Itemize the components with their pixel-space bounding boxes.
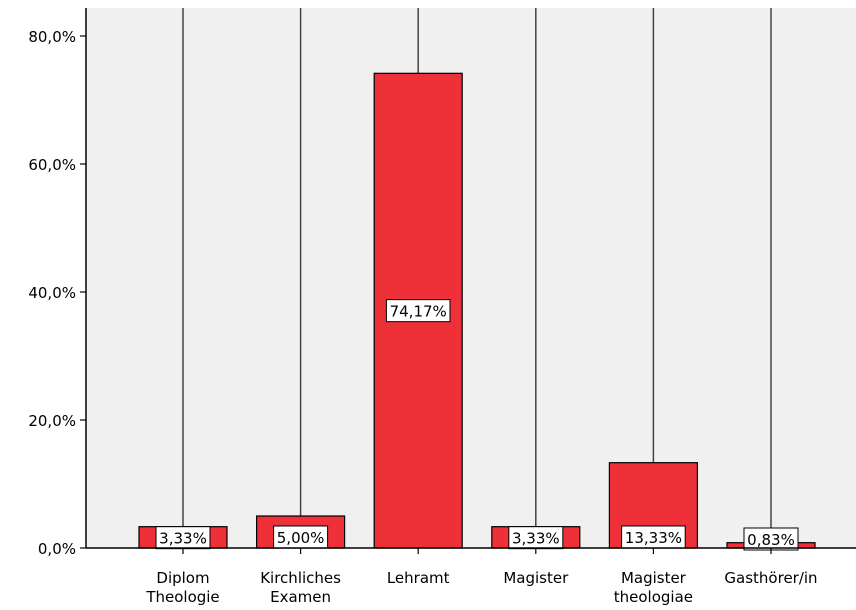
y-tick-label: 60,0% [28, 156, 76, 174]
x-tick-label: Lehramt [387, 569, 450, 587]
y-tick-label: 40,0% [28, 284, 76, 302]
data-label: 0,83% [747, 531, 795, 549]
x-tick-label: Kirchliches [260, 569, 341, 587]
y-tick-label: 0,0% [38, 540, 76, 558]
x-tick-label: Examen [270, 588, 331, 606]
x-tick-label: Magister [621, 569, 687, 587]
data-label: 3,33% [512, 530, 560, 548]
y-tick-label: 80,0% [28, 28, 76, 46]
plot-area [86, 8, 856, 548]
data-label-box [385, 299, 451, 323]
y-tick-label: 20,0% [28, 412, 76, 430]
data-labels: 3,33% 5,00% 74,17% 3,33% 13,33% 0,83% [155, 299, 799, 551]
data-label: 13,33% [625, 529, 682, 547]
axes [85, 8, 856, 549]
x-tick-label: Diplom [156, 569, 209, 587]
x-tick-label: Gasthörer/in [724, 569, 817, 587]
data-label: 5,00% [277, 529, 325, 547]
x-tick-label: Theologie [145, 588, 219, 606]
data-label: 74,17% [390, 303, 447, 321]
x-tick-label: theologiae [614, 588, 693, 606]
y-axis-ticks: 0,0% 20,0% 40,0% 60,0% 80,0% [28, 28, 86, 558]
x-tick-label: Magister [503, 569, 569, 587]
data-label: 3,33% [159, 530, 207, 548]
